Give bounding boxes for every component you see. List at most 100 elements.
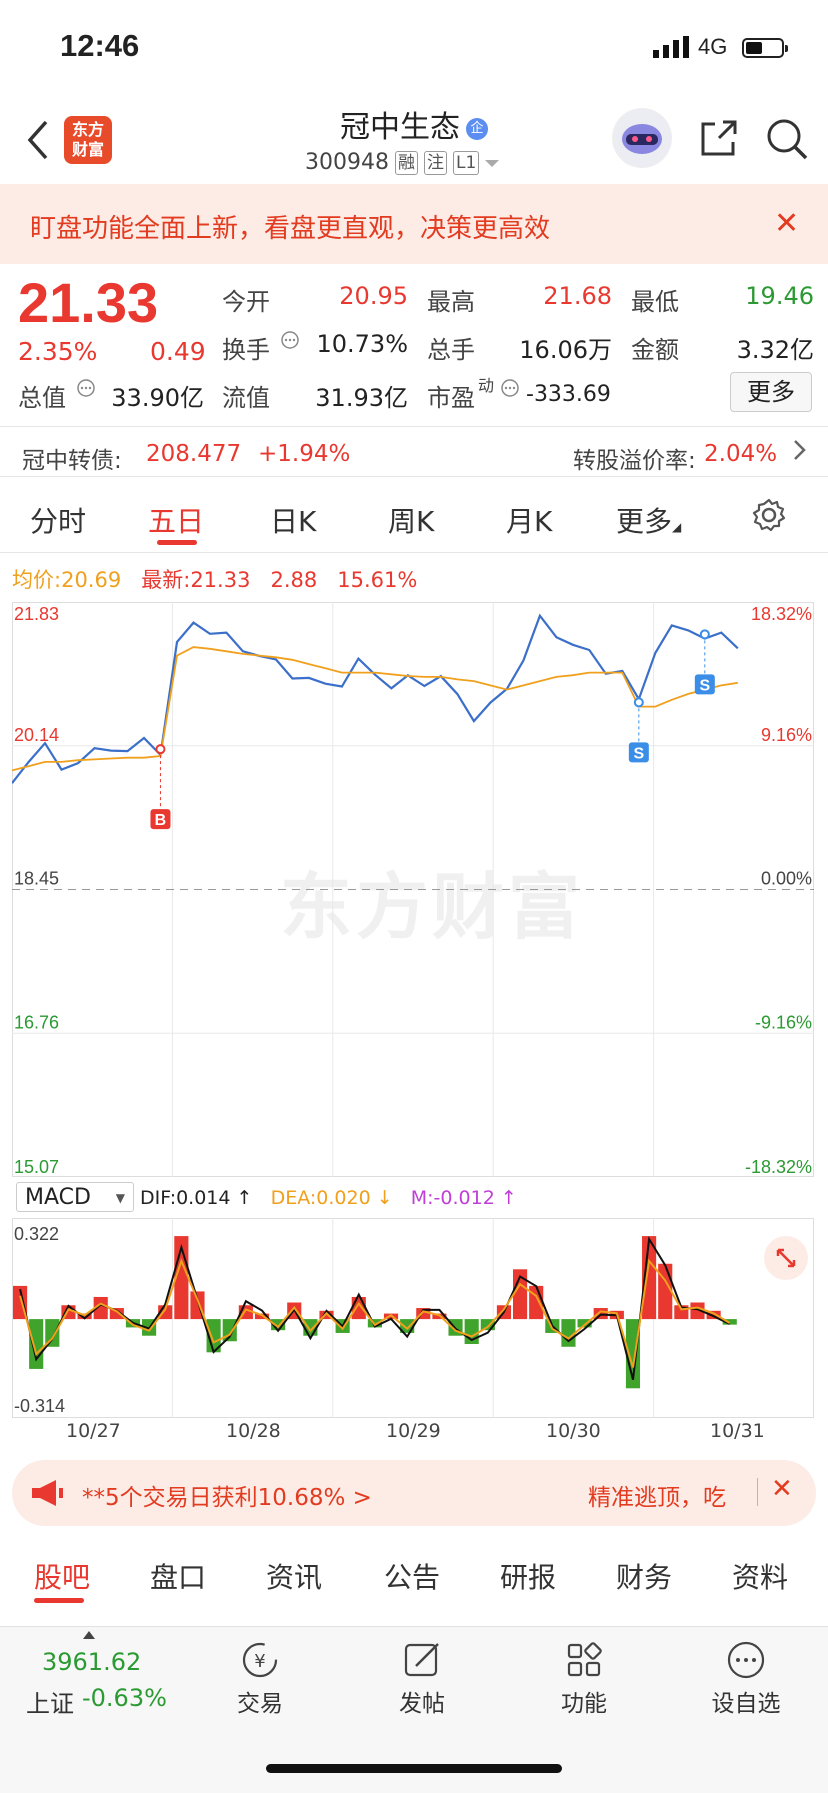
signal-icon xyxy=(653,36,689,58)
tab-announcements[interactable]: 公告 xyxy=(384,1561,441,1594)
bond-price: 208.477 xyxy=(146,441,242,467)
add-watchlist-button[interactable]: 设自选 xyxy=(686,1640,806,1718)
promo-text[interactable]: **5个交易日获利10.68% > xyxy=(82,1485,372,1511)
info-dots-icon[interactable] xyxy=(76,378,96,398)
five-day-price-chart[interactable]: 21.83 20.14 18.45 16.76 15.07 18.32% 9.16% 0.00… xyxy=(12,602,814,1177)
bond-label[interactable]: 冠中转债: xyxy=(22,448,122,474)
tab-research[interactable]: 研报 xyxy=(500,1561,557,1594)
trade-marker-badge xyxy=(628,742,649,763)
dif-line xyxy=(19,1236,731,1380)
promo-banner[interactable] xyxy=(12,1460,816,1526)
tab-active-indicator xyxy=(157,540,197,545)
tab-intraday[interactable]: 分时 xyxy=(30,505,87,538)
tab-finance[interactable]: 财务 xyxy=(616,1561,673,1594)
macd-histogram-bar xyxy=(45,1319,60,1347)
bottom-tab-indicator xyxy=(34,1598,84,1603)
promo-scroll-text[interactable]: 精准逃顶，吃 xyxy=(588,1485,726,1511)
chart-legend: 均价:20.69 最新:21.33 2.88 15.61% xyxy=(12,568,418,592)
trade-marker-dot xyxy=(633,697,644,708)
date-label: 10/30 xyxy=(546,1420,601,1442)
gear-icon[interactable] xyxy=(752,498,786,532)
pe-label: 市盈 xyxy=(427,384,475,412)
info-dots-icon[interactable] xyxy=(280,330,300,350)
back-icon[interactable] xyxy=(24,118,52,162)
left-axis-label: 15.07 xyxy=(14,1157,59,1177)
left-axis-label: 21.83 xyxy=(14,604,59,624)
turnover-value: 10.73% xyxy=(316,330,408,358)
right-axis-label: 0.00% xyxy=(761,869,812,889)
tab-profile[interactable]: 资料 xyxy=(732,1561,789,1594)
market-cap-value: 33.90亿 xyxy=(111,384,204,412)
pe-dynamic-mark: 动 xyxy=(478,376,495,395)
tab-news[interactable]: 资讯 xyxy=(266,1561,323,1594)
premium-label: 转股溢价率: xyxy=(573,448,696,474)
average-price-line xyxy=(12,646,738,772)
home-indicator xyxy=(266,1764,562,1773)
tab-weekly-k[interactable]: 周K xyxy=(388,505,435,538)
indicator-selector[interactable]: MACD ▼ xyxy=(16,1182,134,1212)
tab-order-book[interactable]: 盘口 xyxy=(150,1561,207,1594)
high-label: 最高 xyxy=(427,288,475,316)
trade-marker-badge xyxy=(694,674,715,695)
functions-button[interactable]: 功能 xyxy=(524,1640,644,1718)
chevron-right-icon[interactable] xyxy=(792,438,808,462)
macd-histogram-bar xyxy=(561,1319,576,1347)
tab-monthly-k[interactable]: 月K xyxy=(506,505,553,538)
stock-code-row[interactable]: 300948 融 注 L1 xyxy=(305,150,500,175)
trade-marker-badge xyxy=(150,809,171,830)
tab-forum[interactable]: 股吧 xyxy=(34,1561,91,1594)
open-value: 20.95 xyxy=(339,282,408,310)
tab-five-day[interactable]: 五日 xyxy=(148,505,205,538)
premium-value: 2.04% xyxy=(704,441,778,467)
stock-title: 冠中生态企 xyxy=(0,102,828,146)
trade-button[interactable]: ¥ 交易 xyxy=(200,1640,320,1718)
index-change-pct[interactable]: -0.63% xyxy=(82,1684,167,1712)
expand-icon[interactable] xyxy=(764,1236,808,1280)
index-name[interactable]: 上证 xyxy=(26,1690,74,1718)
assistant-robot-icon[interactable] xyxy=(612,108,672,168)
macd-histogram-bar xyxy=(593,1308,608,1320)
tab-more[interactable]: 更多◢ xyxy=(616,505,682,538)
macd-histogram-bar xyxy=(271,1319,286,1331)
current-price: 21.33 xyxy=(18,271,159,334)
info-dots-icon[interactable] xyxy=(500,378,520,398)
more-quote-button[interactable]: 更多 xyxy=(730,372,812,412)
left-axis-label: 16.76 xyxy=(14,1012,59,1032)
high-value: 21.68 xyxy=(543,282,612,310)
post-button[interactable]: 发帖 xyxy=(362,1640,482,1718)
amount-label: 金额 xyxy=(631,336,679,364)
market-cap-label: 总值 xyxy=(18,384,66,412)
battery-icon xyxy=(742,38,788,58)
macd-histogram-bar xyxy=(319,1310,334,1320)
macd-top-label: 0.322 xyxy=(14,1224,59,1244)
amount-value: 3.32亿 xyxy=(736,336,814,364)
left-axis-label: 18.45 xyxy=(14,869,59,889)
date-label: 10/28 xyxy=(226,1420,281,1442)
promo-close-icon[interactable]: ✕ xyxy=(771,1474,793,1504)
trade-marker-dot xyxy=(155,744,166,755)
banner-close-icon[interactable]: ✕ xyxy=(774,206,800,241)
search-icon[interactable] xyxy=(766,118,808,160)
pe-value: -333.69 xyxy=(526,382,611,407)
megaphone-icon xyxy=(32,1480,63,1506)
macd-histogram-bar xyxy=(625,1319,641,1389)
more-circle-icon xyxy=(727,1641,765,1679)
macd-histogram-bar xyxy=(480,1319,495,1331)
announcement-banner[interactable] xyxy=(0,184,828,264)
index-value[interactable]: 3961.62 xyxy=(42,1648,142,1676)
right-axis-label: 18.32% xyxy=(751,604,812,624)
trade-marker-label: S xyxy=(634,745,645,762)
tab-daily-k[interactable]: 日K xyxy=(270,505,317,538)
macd-chart[interactable]: 0.322 -0.314 xyxy=(12,1218,814,1418)
share-icon[interactable] xyxy=(697,118,739,160)
tag-registration: 注 xyxy=(423,150,447,175)
macd-histogram-bar xyxy=(206,1319,221,1353)
enterprise-badge: 企 xyxy=(466,117,488,140)
volume-value: 16.06万 xyxy=(519,336,612,364)
date-label: 10/27 xyxy=(66,1420,121,1442)
svg-text:¥: ¥ xyxy=(254,1651,265,1672)
tag-level: L1 xyxy=(452,150,480,175)
macd-histogram-bar xyxy=(529,1285,544,1320)
macd-histogram-bar xyxy=(77,1313,92,1320)
macd-histogram-bar xyxy=(351,1296,366,1320)
